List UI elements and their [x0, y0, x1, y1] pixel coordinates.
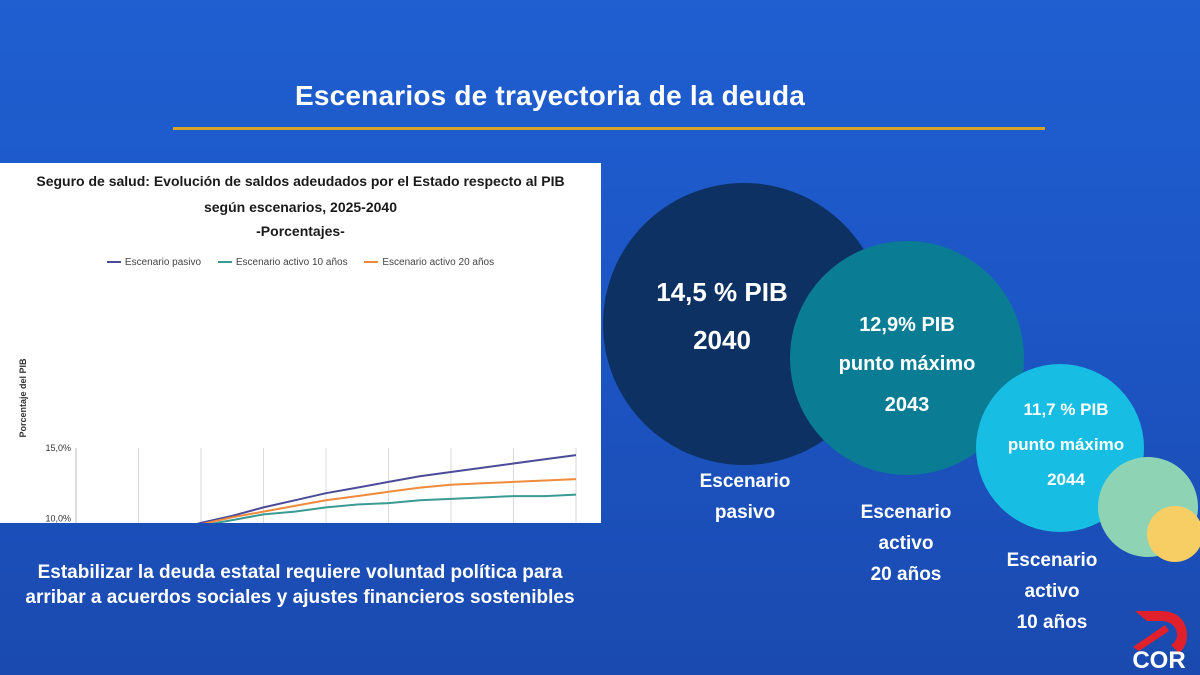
title-divider: [173, 127, 1045, 130]
bubble-activo-10-value: 11,7 % PIB: [1023, 400, 1109, 419]
footnote-line-1: Estabilizar la deuda estatal requiere vo…: [37, 562, 563, 583]
caption-pasivo: Escenario pasivo: [670, 466, 820, 528]
y-tick-label: 15,0%: [45, 443, 71, 453]
legend-label-activo-20: Escenario activo 20 años: [382, 257, 495, 268]
series-line-pasivo: [196, 454, 577, 523]
legend-swatch-pasivo: [106, 261, 121, 264]
logo-swoosh-icon: [1133, 625, 1169, 651]
legend-swatch-activo-10: [217, 261, 232, 264]
bubble-activo-20-label: punto máximo: [838, 353, 976, 375]
caption-activo-20-line-2: activo: [878, 533, 934, 554]
y-tick-label: 10,0%: [45, 514, 71, 523]
bubble-activo-20-year: 2043: [884, 394, 930, 416]
legend-item-activo-20: Escenario activo 20 años: [364, 257, 494, 268]
cor-logo: COR: [1132, 611, 1187, 673]
caption-pasivo-line-2: pasivo: [714, 502, 776, 523]
footnote: Estabilizar la deuda estatal requiere vo…: [0, 560, 600, 610]
footnote-line-2: arribar a acuerdos sociales y ajustes fi…: [25, 587, 575, 608]
slide-title: Escenarios de trayectoria de la deuda: [294, 80, 806, 111]
caption-activo-20: Escenario activo 20 años: [831, 497, 981, 590]
bubble-activo-20-value: 12,9% PIB: [859, 314, 955, 336]
bubble-pasivo-year: 2040: [693, 325, 751, 355]
caption-activo-10-line-3: 10 años: [1016, 612, 1088, 633]
line-chart: Porcentaje del PIB 202420262028203020322…: [18, 358, 577, 523]
chart-title-line-3: -Porcentajes-: [256, 223, 345, 239]
logo-d-mark-icon: [1135, 611, 1187, 653]
chart-title-line-2: según escenarios, 2025-2040: [203, 199, 397, 215]
y-axis-label: Porcentaje del PIB: [18, 358, 28, 438]
series-line-activo-10: [210, 493, 577, 523]
legend-label-activo-10: Escenario activo 10 años: [235, 257, 348, 268]
logo-text: COR: [1132, 647, 1185, 673]
caption-activo-10-line-1: Escenario: [1006, 550, 1098, 571]
caption-activo-10: Escenario activo 10 años: [977, 545, 1127, 638]
legend-label-pasivo: Escenario pasivo: [124, 257, 202, 268]
legend-swatch-activo-20: [364, 261, 379, 264]
series-line-activo-20: [202, 478, 577, 523]
legend-item-activo-10: Escenario activo 10 años: [217, 257, 348, 268]
bubble-pasivo-value: 14,5 % PIB: [656, 277, 788, 307]
decor-circle-yellow: [1147, 506, 1200, 562]
caption-activo-20-line-3: 20 años: [870, 564, 942, 585]
bubble-activo-10-label: punto máximo: [1007, 435, 1125, 454]
chart-title-line-1: Seguro de salud: Evolución de saldos ade…: [36, 173, 565, 189]
legend-item-pasivo: Escenario pasivo: [106, 257, 202, 268]
bubble-activo-10-year: 2044: [1047, 470, 1085, 489]
chart-panel: Seguro de salud: Evolución de saldos ade…: [0, 163, 601, 523]
caption-pasivo-line-1: Escenario: [699, 471, 791, 492]
caption-activo-10-line-2: activo: [1024, 581, 1080, 602]
caption-activo-20-line-1: Escenario: [860, 502, 952, 523]
chart-legend: Escenario pasivo Escenario activo 10 año…: [0, 257, 601, 268]
